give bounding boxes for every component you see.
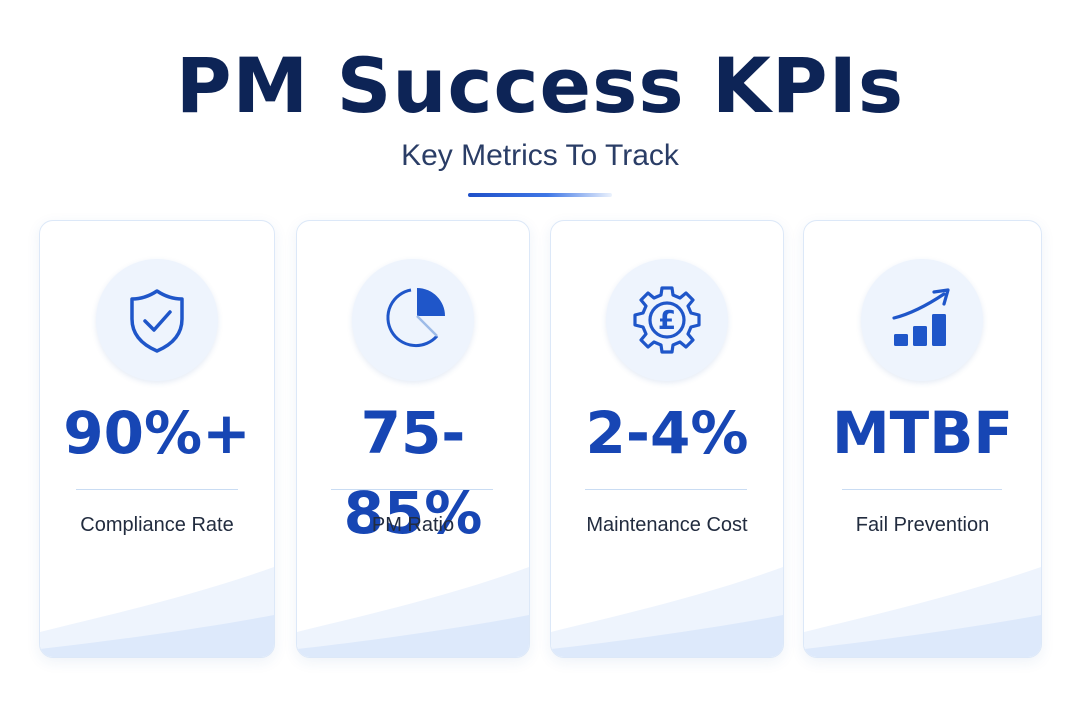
card-wave-decoration xyxy=(40,567,274,657)
title-underline xyxy=(468,193,612,197)
page-subtitle: Key Metrics To Track xyxy=(401,139,679,172)
card-wave-decoration xyxy=(297,567,529,657)
kpi-value: MTBF xyxy=(831,399,1014,467)
kpi-card-maintenance-cost: £ 2-4% Maintenance Cost xyxy=(550,220,784,658)
kpi-label: Maintenance Cost xyxy=(586,514,748,536)
kpi-card-compliance: 90%+ Compliance Rate xyxy=(39,220,275,658)
kpi-card-fail-prevention: MTBF Fail Prevention xyxy=(803,220,1042,658)
shield-check-icon xyxy=(130,289,184,353)
card-wave-decoration xyxy=(804,567,1041,657)
kpi-card-pm-ratio: 75-85% PM Ratio xyxy=(296,220,530,658)
card-divider xyxy=(76,489,238,490)
kpi-value: 75-85% xyxy=(343,399,483,547)
card-divider xyxy=(585,489,747,490)
kpi-label: Fail Prevention xyxy=(855,514,990,536)
svg-text:£: £ xyxy=(658,306,676,336)
rising-bar-chart-icon xyxy=(892,288,950,346)
card-wave-decoration xyxy=(551,567,783,657)
kpi-value: 90%+ xyxy=(63,399,251,467)
kpi-label: PM Ratio xyxy=(371,514,455,536)
card-divider xyxy=(842,489,1002,490)
kpi-label: Compliance Rate xyxy=(80,514,234,536)
icon-badge xyxy=(861,259,983,381)
page-title: PM Success KPIs xyxy=(175,41,905,130)
icon-badge: £ xyxy=(606,259,728,381)
icon-badge xyxy=(96,259,218,381)
card-divider xyxy=(331,489,493,490)
icon-badge xyxy=(352,259,474,381)
pie-chart-icon xyxy=(386,288,445,348)
kpi-value: 2-4% xyxy=(585,399,749,467)
gear-pound-icon: £ xyxy=(633,286,701,354)
